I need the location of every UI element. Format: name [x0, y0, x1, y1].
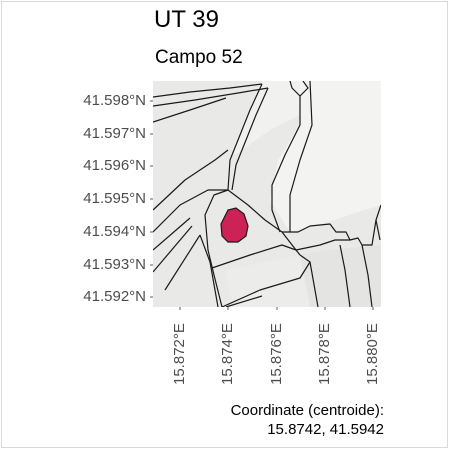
parcel-south-1	[221, 261, 311, 307]
parcel-west-1	[153, 149, 229, 211]
parcel-block-left	[204, 189, 229, 307]
parcel-block-left-2	[199, 234, 219, 307]
parcel-east-3	[361, 244, 373, 307]
parcel-block-bottom	[211, 244, 297, 269]
road-diagonal-2	[231, 87, 269, 191]
parcel-block-top	[227, 189, 283, 233]
road-north-1	[153, 83, 263, 98]
road-ne-2	[271, 96, 301, 233]
x-tick-label: 15.880°E	[364, 323, 381, 385]
land-area-east	[270, 81, 381, 232]
map-title: UT 39	[154, 6, 219, 33]
y-tick-label: 41.597°N	[83, 125, 146, 142]
road-north-3	[153, 97, 227, 123]
parcel-west-2	[153, 189, 228, 233]
parcel-boundaries	[153, 81, 381, 307]
x-tick-label: 15.872°E	[171, 323, 188, 385]
y-tick-label: 41.592°N	[83, 288, 146, 305]
x-tick-label: 15.874°E	[219, 323, 236, 385]
parcel-east-stream	[282, 204, 381, 246]
centroid-caption-value: 15.8742, 41.5942	[267, 421, 384, 438]
centroid-caption-label: Coordinate (centroide):	[230, 402, 384, 419]
parcel-east-stream-2	[295, 239, 350, 251]
axis-ticks	[150, 100, 374, 310]
parcel-west-5	[164, 234, 201, 291]
parcel-east-2	[339, 244, 351, 307]
centroid-caption: Coordinate (centroide): 15.8742, 41.5942	[231, 401, 384, 439]
land-area-southeast	[300, 245, 381, 307]
parcel-east-4	[375, 219, 381, 241]
parcel-south-3	[225, 295, 263, 307]
y-tick-label: 41.594°N	[83, 223, 146, 240]
x-tick-label: 15.876°E	[268, 323, 285, 385]
y-tick-label: 41.593°N	[83, 256, 146, 273]
y-tick-label: 41.598°N	[83, 92, 146, 109]
road-diagonal-1	[227, 83, 263, 191]
highlighted-parcel	[220, 207, 249, 243]
land-area-center	[232, 81, 300, 155]
y-tick-label: 41.595°N	[83, 190, 146, 207]
y-tick-label: 41.596°N	[83, 157, 146, 174]
parcel-west-3	[153, 217, 191, 251]
road-ne-3	[289, 81, 313, 232]
map-subtitle: Campo 52	[155, 47, 243, 68]
x-tick-label: 15.878°E	[316, 323, 333, 385]
road-north-2	[153, 87, 269, 107]
parcel-south-2	[299, 254, 319, 307]
parcel-west-4	[153, 225, 193, 273]
